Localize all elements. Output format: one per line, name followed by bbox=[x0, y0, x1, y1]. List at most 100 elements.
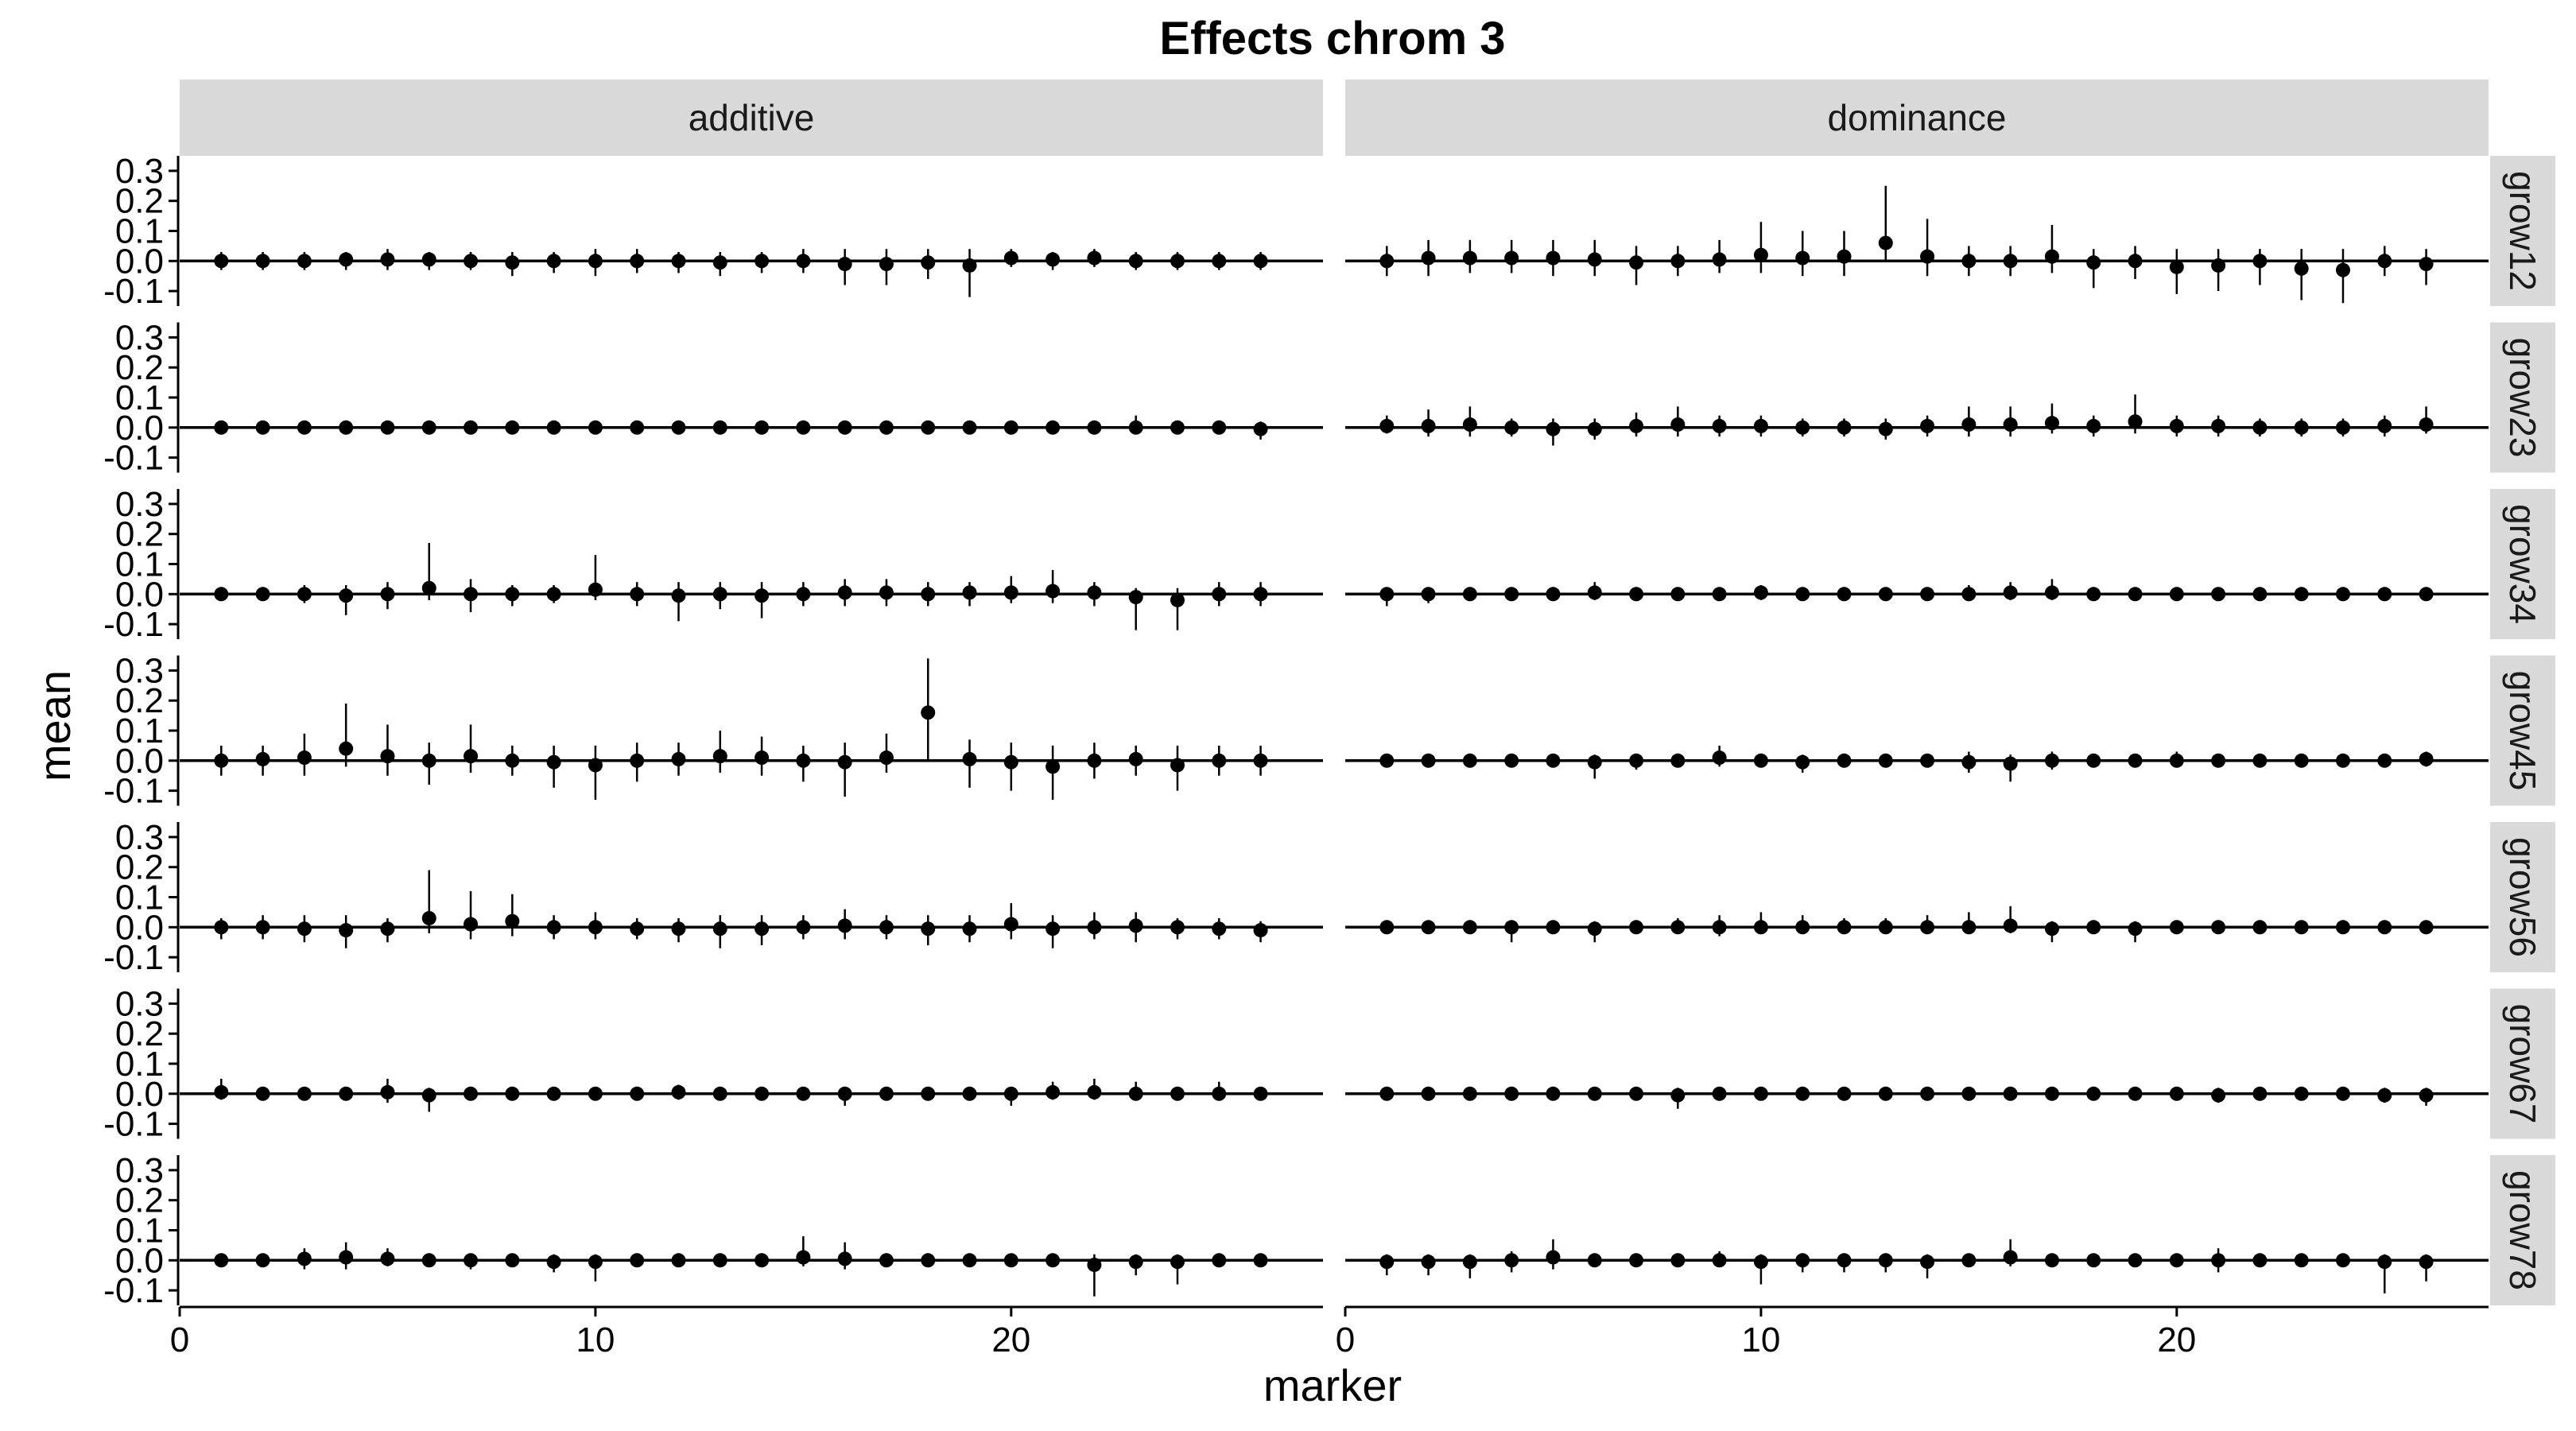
mean-point-grow12-additive-m21 bbox=[1046, 252, 1061, 267]
mean-point-grow67-dominance-m5 bbox=[1546, 1086, 1561, 1101]
mean-point-grow45-dominance-m24 bbox=[2335, 753, 2350, 768]
mean-point-grow67-dominance-m15 bbox=[1961, 1086, 1977, 1101]
mean-point-grow45-dominance-m7 bbox=[1629, 753, 1644, 768]
mean-point-grow56-dominance-m9 bbox=[1712, 920, 1727, 935]
mean-point-grow56-dominance-m2 bbox=[1421, 920, 1436, 935]
mean-point-grow78-additive-m23 bbox=[1128, 1255, 1143, 1270]
mean-point-grow78-additive-m3 bbox=[297, 1251, 312, 1266]
mean-point-grow78-dominance-m13 bbox=[1878, 1253, 1893, 1268]
y-tick-label-grow45-4: 0.3 bbox=[115, 651, 164, 690]
mean-point-grow67-dominance-m7 bbox=[1629, 1086, 1644, 1101]
row-strip-grow78 bbox=[2490, 1155, 2555, 1305]
mean-point-grow23-additive-m20 bbox=[1003, 420, 1018, 435]
y-tick-label-grow23-0: -0.1 bbox=[103, 439, 164, 478]
mean-point-grow34-additive-m13 bbox=[712, 587, 727, 602]
mean-point-grow45-additive-m2 bbox=[255, 751, 270, 766]
mean-point-grow12-additive-m19 bbox=[962, 258, 977, 273]
mean-point-grow78-additive-m14 bbox=[755, 1253, 770, 1268]
mean-point-grow23-additive-m12 bbox=[671, 420, 686, 435]
mean-point-grow78-dominance-m10 bbox=[1753, 1255, 1768, 1270]
mean-point-grow78-dominance-m14 bbox=[1920, 1255, 1935, 1270]
y-tick-label-grow12-0: -0.1 bbox=[103, 272, 164, 311]
mean-point-grow67-dominance-m1 bbox=[1379, 1086, 1395, 1101]
mean-point-grow23-additive-m6 bbox=[421, 420, 436, 435]
row-strip-label-grow12: grow12 bbox=[2502, 171, 2543, 291]
mean-point-grow45-additive-m24 bbox=[1170, 758, 1185, 773]
mean-point-grow23-dominance-m7 bbox=[1629, 418, 1644, 433]
x-tick-label-additive-0: 0 bbox=[170, 1320, 189, 1359]
panel-grow56-dominance bbox=[1345, 906, 2489, 943]
mean-point-grow34-additive-m5 bbox=[380, 587, 395, 602]
mean-point-grow23-additive-m1 bbox=[214, 420, 229, 435]
mean-point-grow34-dominance-m9 bbox=[1712, 587, 1727, 602]
mean-point-grow67-additive-m14 bbox=[755, 1086, 770, 1101]
panel-grow34-additive bbox=[180, 543, 1323, 630]
mean-point-grow67-additive-m25 bbox=[1212, 1086, 1227, 1101]
mean-point-grow56-additive-m15 bbox=[796, 920, 811, 935]
mean-point-grow56-dominance-m10 bbox=[1753, 920, 1768, 935]
mean-point-grow45-additive-m23 bbox=[1128, 751, 1143, 766]
mean-point-grow67-additive-m4 bbox=[339, 1086, 354, 1101]
mean-point-grow78-dominance-m3 bbox=[1462, 1255, 1477, 1270]
mean-point-grow34-additive-m17 bbox=[879, 585, 894, 600]
mean-point-grow45-additive-m9 bbox=[546, 754, 561, 770]
mean-point-grow56-dominance-m3 bbox=[1462, 920, 1477, 935]
mean-point-grow12-dominance-m13 bbox=[1878, 235, 1893, 250]
mean-point-grow67-dominance-m20 bbox=[2169, 1086, 2184, 1101]
mean-point-grow45-additive-m5 bbox=[380, 749, 395, 764]
mean-point-grow67-dominance-m19 bbox=[2128, 1086, 2143, 1101]
mean-point-grow23-dominance-m25 bbox=[2377, 418, 2392, 433]
mean-point-grow56-dominance-m23 bbox=[2294, 920, 2309, 935]
mean-point-grow34-additive-m12 bbox=[671, 588, 686, 603]
mean-point-grow12-additive-m12 bbox=[671, 254, 686, 269]
mean-point-grow56-additive-m12 bbox=[671, 921, 686, 937]
mean-point-grow12-dominance-m5 bbox=[1546, 250, 1561, 266]
mean-point-grow12-additive-m1 bbox=[214, 254, 229, 269]
mean-point-grow34-dominance-m22 bbox=[2252, 587, 2268, 602]
mean-point-grow12-additive-m3 bbox=[297, 254, 312, 269]
mean-point-grow34-dominance-m16 bbox=[2003, 585, 2018, 600]
row-strip-grow34 bbox=[2490, 489, 2555, 639]
mean-point-grow56-dominance-m14 bbox=[1920, 920, 1935, 935]
y-tick-label-grow78-0: -0.1 bbox=[103, 1271, 164, 1310]
mean-point-grow12-dominance-m15 bbox=[1961, 254, 1977, 269]
mean-point-grow12-dominance-m26 bbox=[2419, 257, 2434, 272]
mean-point-grow23-dominance-m5 bbox=[1546, 421, 1561, 436]
mean-point-grow45-dominance-m2 bbox=[1421, 753, 1436, 768]
mean-point-grow12-additive-m5 bbox=[380, 252, 395, 267]
x-axis-title: marker bbox=[1263, 1360, 1402, 1410]
mean-point-grow67-additive-m20 bbox=[1003, 1086, 1018, 1101]
mean-point-grow56-additive-m17 bbox=[879, 920, 894, 935]
mean-point-grow78-dominance-m5 bbox=[1546, 1250, 1561, 1265]
mean-point-grow78-dominance-m1 bbox=[1379, 1255, 1395, 1270]
column-strip-additive bbox=[180, 80, 1323, 156]
mean-point-grow34-additive-m23 bbox=[1128, 590, 1143, 605]
mean-point-grow67-dominance-m2 bbox=[1421, 1086, 1436, 1101]
mean-point-grow23-dominance-m19 bbox=[2128, 414, 2143, 429]
y-tick-label-grow78-3: 0.2 bbox=[115, 1181, 164, 1220]
mean-point-grow12-dominance-m4 bbox=[1504, 250, 1519, 266]
mean-point-grow12-dominance-m7 bbox=[1629, 255, 1644, 270]
panel-grow45-additive bbox=[180, 658, 1323, 800]
mean-point-grow78-dominance-m16 bbox=[2003, 1250, 2018, 1265]
mean-point-grow45-additive-m10 bbox=[588, 758, 603, 773]
mean-point-grow78-dominance-m7 bbox=[1629, 1253, 1644, 1268]
mean-point-grow45-additive-m17 bbox=[879, 750, 894, 766]
mean-point-grow34-additive-m6 bbox=[421, 580, 436, 595]
panel-grow45-dominance bbox=[1345, 745, 2489, 782]
mean-point-grow45-dominance-m1 bbox=[1379, 753, 1395, 768]
mean-point-grow12-additive-m16 bbox=[837, 257, 852, 272]
mean-point-grow67-dominance-m8 bbox=[1670, 1088, 1686, 1103]
y-axis-title: mean bbox=[29, 670, 80, 781]
mean-point-grow56-additive-m19 bbox=[962, 921, 977, 937]
y-tick-label-grow23-2: 0.1 bbox=[115, 378, 164, 417]
mean-point-grow67-additive-m15 bbox=[796, 1086, 811, 1101]
mean-point-grow45-dominance-m3 bbox=[1462, 753, 1477, 768]
y-tick-label-grow12-2: 0.1 bbox=[115, 212, 164, 251]
mean-point-grow45-dominance-m25 bbox=[2377, 753, 2392, 768]
mean-point-grow23-additive-m5 bbox=[380, 420, 395, 435]
row-strip-label-grow78: grow78 bbox=[2502, 1170, 2543, 1290]
mean-point-grow23-dominance-m14 bbox=[1920, 418, 1935, 433]
mean-point-grow67-additive-m6 bbox=[421, 1088, 436, 1103]
